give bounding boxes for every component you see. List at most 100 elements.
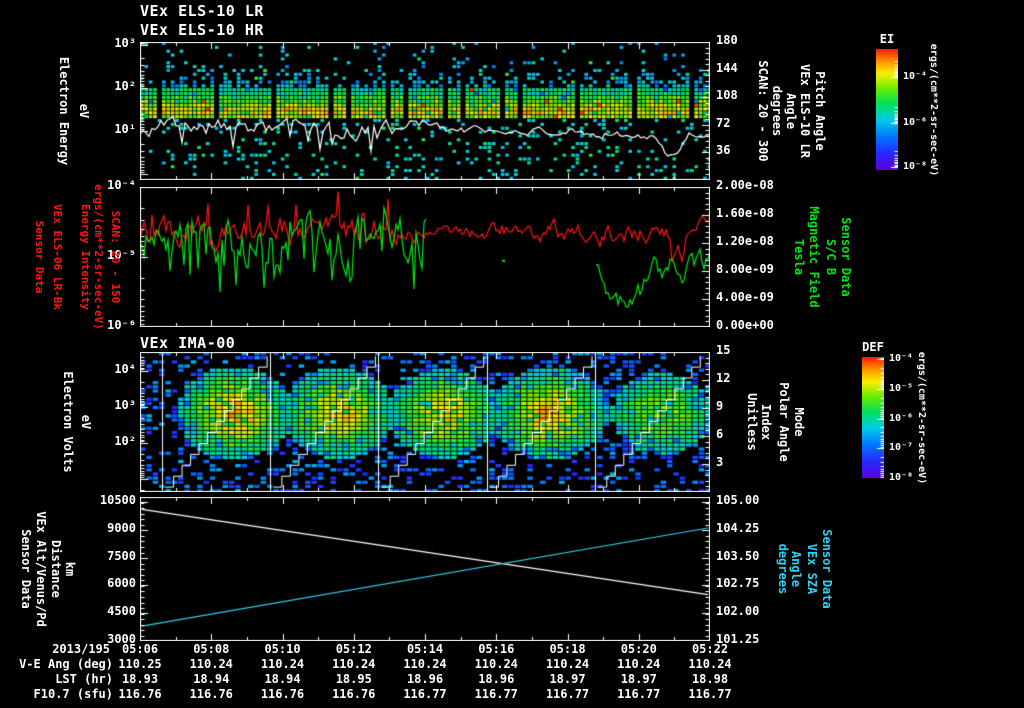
y-axis-label-right: SCAN: 20 - 300 bbox=[756, 60, 770, 162]
altitude-sza-panel bbox=[140, 497, 710, 641]
plot-title-els-hr: VEx ELS-10 HR bbox=[140, 21, 264, 39]
table-row-label: V-E Ang (deg) bbox=[19, 657, 113, 671]
x-tick-label: 05:18 bbox=[549, 642, 586, 656]
y-tick-label-left: 10¹ bbox=[114, 122, 136, 136]
y-tick-label-left: 10⁻⁶ bbox=[107, 318, 136, 332]
y-tick-label-left: 10² bbox=[114, 434, 136, 448]
y-axis-label-right: VEx ELS-10 LR bbox=[798, 64, 812, 158]
table-cell: 110.24 bbox=[688, 657, 732, 671]
colorbar-tick-label: 10⁻⁶ bbox=[903, 116, 928, 128]
x-tick-label: 05:14 bbox=[406, 642, 444, 656]
y-tick-label-right: 180 bbox=[716, 33, 738, 47]
table-cell: 18.97 bbox=[549, 672, 586, 686]
colorbar-ei bbox=[876, 49, 898, 170]
y-tick-label-left: 10⁻⁴ bbox=[107, 178, 136, 192]
y-tick-label-right: 102.75 bbox=[716, 576, 760, 591]
table-cell: 18.96 bbox=[478, 672, 515, 686]
y-tick-label-right: 12 bbox=[716, 371, 731, 385]
y-tick-label-right: 15 bbox=[716, 343, 731, 357]
y-axis-label-right: Pitch Angle bbox=[813, 71, 827, 151]
table-cell: 116.77 bbox=[474, 687, 518, 701]
x-tick-label: 05:08 bbox=[193, 642, 230, 656]
y-axis-label: eV bbox=[77, 103, 91, 119]
x-tick-label: 05:06 bbox=[121, 642, 159, 656]
y-axis-label: Sensor Data bbox=[19, 529, 33, 609]
y-axis-label-right: VEx SZA bbox=[805, 543, 819, 595]
y-tick-label-right: 1.20e-08 bbox=[716, 234, 774, 248]
x-tick-label: 05:20 bbox=[620, 642, 657, 656]
y-axis-label-right: Sensor Data bbox=[820, 529, 834, 609]
y-tick-label-left: 10² bbox=[114, 78, 136, 93]
ima-spectrogram-panel bbox=[140, 352, 710, 492]
y-axis-label-right: Angle bbox=[789, 550, 803, 588]
y-tick-label-right: 0.00e+00 bbox=[716, 318, 774, 332]
table-cell: 110.24 bbox=[403, 657, 447, 671]
plot-title-ima: VEx IMA-00 bbox=[140, 334, 236, 352]
y-tick-label-left: 10500 bbox=[99, 493, 136, 508]
y-axis-label-right: Angle bbox=[784, 92, 798, 130]
colorbar-tick-label: 10⁻⁸ bbox=[903, 160, 928, 172]
els-spectrogram-panel bbox=[140, 42, 710, 180]
table-cell: 110.24 bbox=[617, 657, 661, 671]
table-cell: 110.24 bbox=[332, 657, 376, 671]
y-tick-label-right: 3 bbox=[716, 455, 724, 469]
table-row-label: F10.7 (sfu) bbox=[33, 687, 113, 701]
y-tick-label-right: 104.25 bbox=[716, 520, 760, 535]
x-axis-date-label: 2013/195 bbox=[52, 642, 110, 656]
y-axis-label: Sensor Data bbox=[33, 220, 46, 294]
y-axis-label: SCAN: 20 - 150 bbox=[109, 210, 122, 304]
plot-title-els-lr: VEx ELS-10 LR bbox=[140, 2, 264, 20]
x-tick-label: 05:12 bbox=[335, 642, 372, 656]
y-tick-label-left: 6000 bbox=[107, 576, 136, 591]
y-axis-label-right: Tesla bbox=[792, 238, 806, 276]
table-cell: 116.76 bbox=[189, 687, 233, 701]
y-tick-label-right: 6 bbox=[716, 427, 724, 441]
y-tick-label-right: 72 bbox=[716, 115, 731, 130]
colorbar-def bbox=[862, 357, 884, 478]
table-cell: 116.76 bbox=[118, 687, 162, 701]
y-tick-label-right: 101.25 bbox=[716, 632, 760, 646]
table-cell: 110.25 bbox=[118, 657, 162, 671]
y-axis-label: Electron Energy bbox=[57, 56, 71, 166]
y-axis-label-right: Sensor Data bbox=[839, 217, 853, 297]
y-tick-label-right: 105.00 bbox=[716, 493, 760, 508]
y-tick-label-right: 9 bbox=[716, 399, 724, 413]
y-axis-label: Energy Intensity bbox=[79, 204, 92, 310]
y-axis-label: VEx ELS-06 LR-Bk bbox=[51, 204, 64, 310]
colorbar-tick-label: 10⁻⁴ bbox=[889, 353, 914, 365]
table-cell: 110.24 bbox=[260, 657, 305, 671]
x-tick-label: 05:10 bbox=[264, 642, 301, 656]
table-cell: 116.77 bbox=[545, 687, 590, 701]
y-axis-label: Distance bbox=[49, 540, 63, 598]
table-cell: 116.76 bbox=[332, 687, 376, 701]
colorbar-tick-label: 10⁻⁸ bbox=[889, 472, 914, 483]
y-axis-label-right: degrees bbox=[770, 85, 784, 137]
x-tick-label: 05:16 bbox=[478, 642, 515, 656]
y-tick-label-right: 108 bbox=[716, 88, 738, 103]
y-tick-label-left: 7500 bbox=[107, 548, 136, 563]
colorbar-tick-label: 10⁻⁵ bbox=[889, 382, 914, 394]
y-axis-label-right: Mode bbox=[792, 407, 806, 437]
y-tick-label-right: 2.00e-08 bbox=[716, 178, 774, 192]
y-tick-label-right: 102.00 bbox=[716, 604, 760, 619]
y-axis-label-right: degrees bbox=[776, 543, 790, 595]
y-tick-label-left: 10³ bbox=[114, 36, 136, 51]
colorbar-tick-label: 10⁻⁴ bbox=[903, 70, 928, 82]
y-tick-label-left: 9000 bbox=[107, 520, 136, 535]
y-axis-label-right: Index bbox=[759, 403, 773, 441]
table-cell: 110.24 bbox=[545, 657, 590, 671]
colorbar-def-label: DEF bbox=[862, 340, 884, 354]
colorbar-def-units: ergs/(cm**2-sr-sec-eV) bbox=[916, 351, 927, 485]
y-axis-label-right: Polar Angle bbox=[777, 382, 791, 462]
y-tick-label-left: 10³ bbox=[114, 398, 136, 413]
colorbar-tick-label: 10⁻⁷ bbox=[889, 441, 914, 453]
y-tick-label-right: 144 bbox=[716, 60, 738, 75]
y-tick-label-right: 1.60e-08 bbox=[716, 206, 774, 220]
y-tick-label-left: 10⁻⁵ bbox=[107, 248, 136, 262]
table-cell: 18.97 bbox=[620, 672, 657, 686]
table-cell: 116.77 bbox=[617, 687, 661, 701]
y-axis-label-right: Magnetic Field bbox=[807, 206, 821, 308]
table-cell: 18.94 bbox=[193, 672, 230, 686]
y-axis-label: eV bbox=[79, 414, 93, 430]
